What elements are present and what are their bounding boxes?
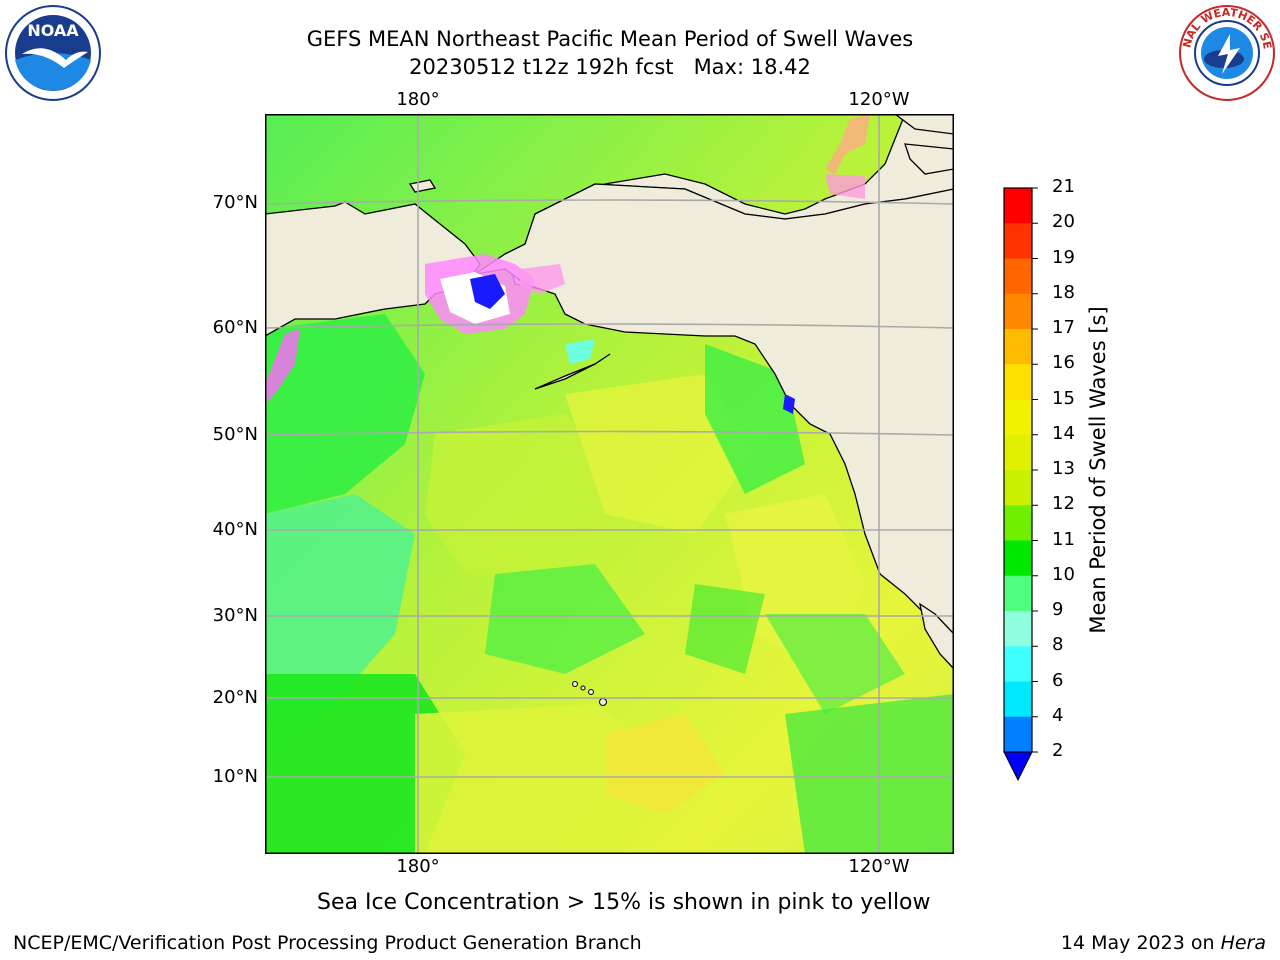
colorbar-segment (1004, 681, 1032, 718)
colorbar (1003, 187, 1038, 782)
footer-left: NCEP/EMC/Verification Post Processing Pr… (13, 932, 642, 954)
colorbar-segments (1004, 187, 1038, 753)
colorbar-segment (1004, 540, 1032, 577)
svg-text:NOAA: NOAA (27, 21, 79, 40)
sea-ice-overlay (265, 114, 870, 414)
colorbar-tick-label: 16 (1052, 352, 1075, 374)
sea-ice-note: Sea Ice Concentration > 15% is shown in … (317, 890, 931, 915)
colorbar-segment (1004, 293, 1032, 330)
colorbar-segment (1004, 646, 1032, 682)
colorbar-segment (1004, 575, 1032, 612)
footer-right: 14 May 2023 on Hera (1061, 932, 1266, 954)
lat-label-20n: 20°N (212, 687, 258, 708)
colorbar-tick-label: 14 (1052, 422, 1075, 444)
colorbar-segment (1004, 329, 1032, 365)
nws-logo: NATIONAL WEATHER SERVICE (1173, 0, 1276, 102)
lat-label-70n: 70°N (212, 192, 258, 213)
colorbar-tick-label: 21 (1052, 176, 1075, 197)
lon-label-top-180: 180° (396, 89, 440, 110)
colorbar-segment (1004, 716, 1032, 753)
colorbar-tick-label: 2 (1052, 740, 1064, 761)
colorbar-tick-label: 19 (1052, 246, 1075, 268)
colorbar-segment (1004, 505, 1032, 541)
footer-date: 14 May 2023 on (1060, 932, 1221, 954)
lat-label-60n: 60°N (212, 317, 258, 338)
lon-label-bottom-120w: 120°W (848, 856, 910, 877)
colorbar-segment (1004, 258, 1032, 295)
swell-period-patches (265, 314, 954, 854)
colorbar-tick-label: 4 (1052, 704, 1064, 726)
lon-label-top-120w: 120°W (848, 89, 910, 110)
colorbar-tick-label: 9 (1052, 599, 1064, 620)
colorbar-tick-label: 20 (1052, 211, 1075, 233)
graticule (265, 114, 954, 854)
colorbar-tick-label: 6 (1052, 669, 1064, 691)
chart-subtitle: 20230512 t12z 192h fcst Max: 18.42 (409, 55, 811, 79)
colorbar-segment (1004, 399, 1032, 436)
colorbar-tick-label: 12 (1052, 493, 1075, 515)
lat-label-30n: 30°N (212, 605, 258, 626)
lat-label-50n: 50°N (212, 424, 258, 445)
colorbar-tick-label: 8 (1052, 634, 1064, 656)
hawaii-islands (572, 681, 607, 706)
colorbar-frame (1003, 187, 1033, 753)
lon-label-bottom-180: 180° (396, 856, 440, 877)
colorbar-segment (1004, 611, 1032, 647)
map-frame (265, 114, 954, 854)
colorbar-tick-label: 10 (1052, 563, 1075, 585)
colorbar-segment (1004, 364, 1032, 400)
colorbar-tick-label: 17 (1052, 317, 1075, 338)
map-plot (265, 114, 954, 854)
noaa-logo: NOAA (4, 4, 102, 102)
colorbar-tick-label: 11 (1052, 528, 1075, 550)
colorbar-extend-arrow (1003, 751, 1033, 782)
lat-label-40n: 40°N (212, 519, 258, 540)
colorbar-tick-label: 18 (1052, 281, 1075, 303)
colorbar-title: Mean Period of Swell Waves [s] (1086, 306, 1110, 634)
footer-host: Hera (1220, 932, 1266, 954)
lat-label-10n: 10°N (212, 766, 258, 787)
colorbar-tick-label: 13 (1052, 458, 1075, 479)
colorbar-segment (1004, 470, 1032, 506)
colorbar-segment (1004, 434, 1032, 471)
chart-title: GEFS MEAN Northeast Pacific Mean Period … (306, 27, 914, 51)
colorbar-segment (1004, 188, 1032, 224)
colorbar-segment (1004, 223, 1032, 259)
colorbar-tick-label: 15 (1052, 387, 1075, 409)
